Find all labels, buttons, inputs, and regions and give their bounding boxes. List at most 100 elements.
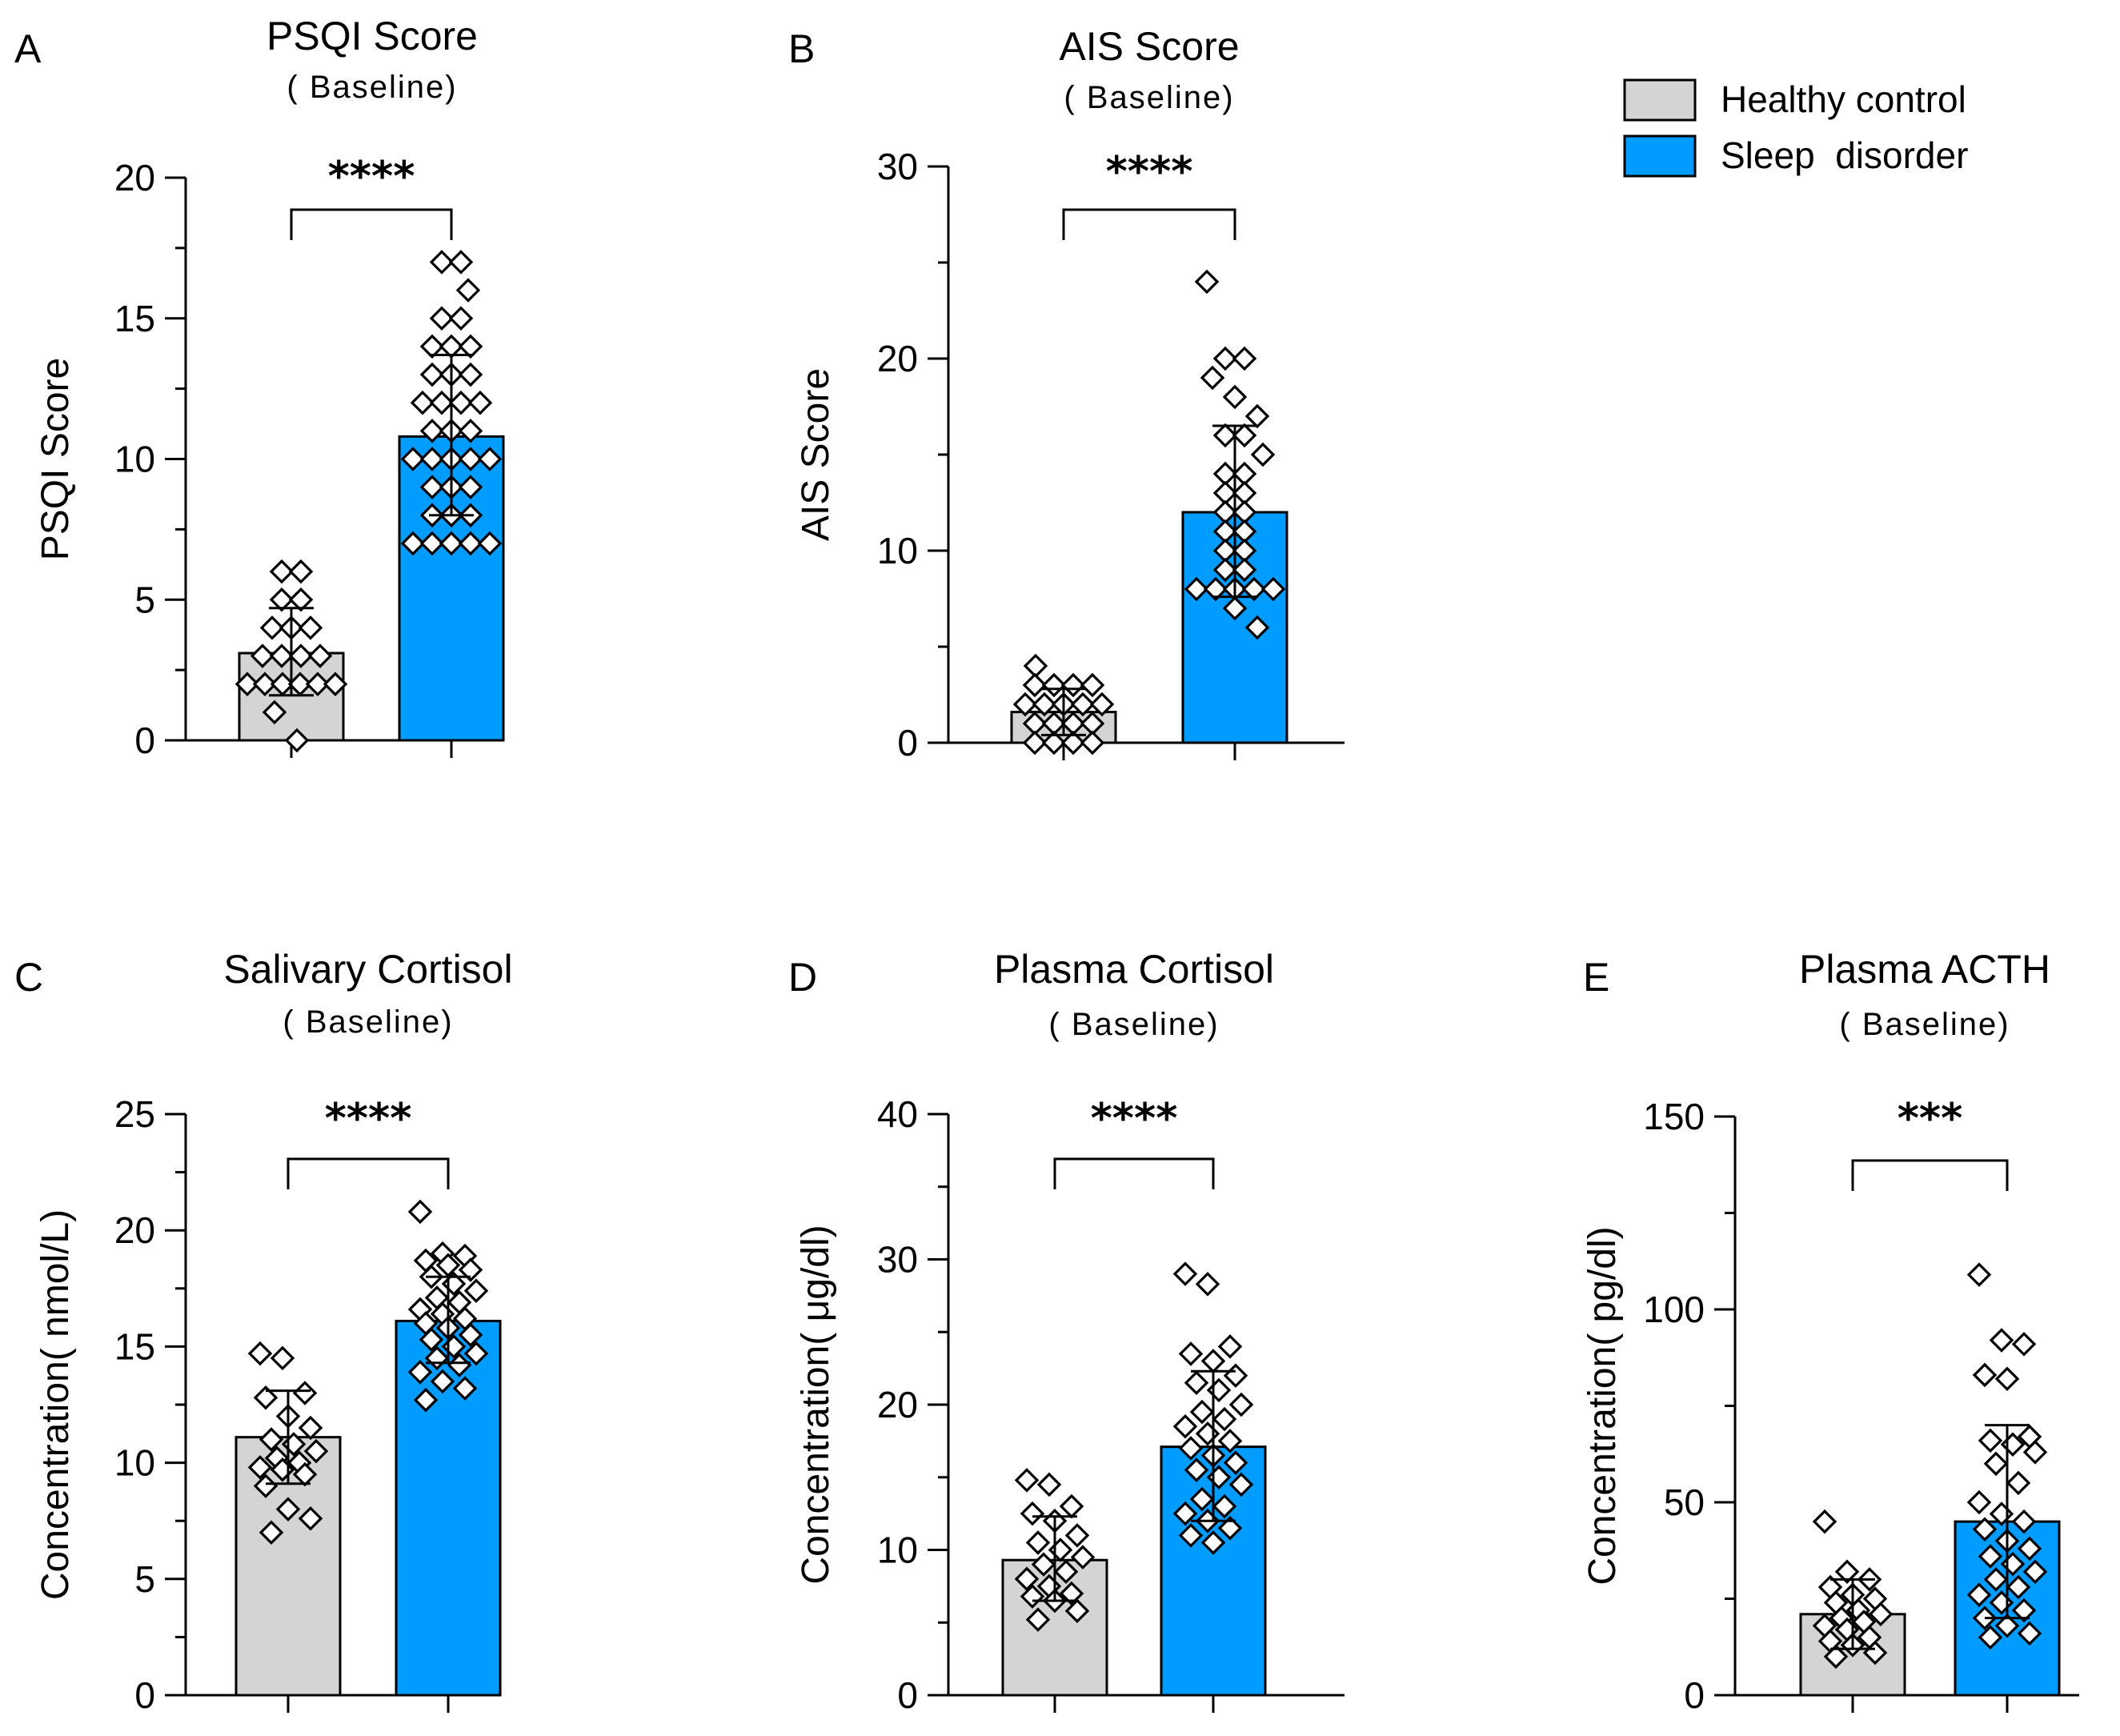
- data-point: [1178, 1523, 1204, 1548]
- data-point: [435, 1253, 461, 1278]
- data-point: [2006, 1470, 2031, 1496]
- y-axis-label: AIS Score: [795, 368, 837, 541]
- legend-label-sleep-disorder: Sleep disorder: [1721, 134, 1968, 176]
- data-point: [1060, 672, 1086, 698]
- data-point: [1983, 1451, 2009, 1477]
- data-point: [1232, 423, 1257, 448]
- data-point: [2017, 1621, 2042, 1646]
- y-tick-label: 10: [114, 1442, 155, 1484]
- data-point: [1041, 672, 1067, 698]
- data-point: [400, 531, 426, 556]
- data-point: [258, 1520, 284, 1545]
- data-point: [1983, 1567, 2009, 1592]
- data-point: [1212, 557, 1238, 583]
- data-point: [477, 447, 503, 471]
- data-point: [1217, 1334, 1243, 1359]
- data-point: [455, 278, 481, 303]
- data-point: [1228, 1472, 1254, 1497]
- chart-panel-e: E Plasma ACTH ( Baseline) Concentration( pg…: [1581, 947, 2079, 1716]
- data-point: [298, 1506, 323, 1531]
- chart-title: PSQI Score: [267, 14, 478, 58]
- data-point: [1200, 1530, 1226, 1555]
- significance-bracket: [1851, 1159, 2009, 1191]
- data-point: [1978, 1544, 2003, 1569]
- significance-bracket: [1053, 1157, 1215, 1189]
- y-tick-label: 20: [114, 157, 155, 198]
- data-point: [458, 362, 483, 387]
- data-point: [463, 1341, 489, 1366]
- data-point: [419, 447, 445, 471]
- data-point: [1184, 1457, 1209, 1482]
- data-point: [419, 1327, 444, 1352]
- data-point: [2011, 1509, 2037, 1534]
- data-point: [1048, 1538, 1073, 1562]
- data-point: [1966, 1582, 1992, 1607]
- data-point: [1966, 1262, 1992, 1287]
- data-point: [1014, 1566, 1040, 1592]
- data-point: [448, 250, 474, 275]
- chart-panel-b: B AIS Score ( Baseline) AIS Score 0 10 20 30 ***…: [788, 24, 1345, 764]
- data-point: [1195, 1272, 1220, 1297]
- data-point: [288, 587, 314, 612]
- data-point: [292, 1381, 318, 1405]
- data-point: [458, 334, 483, 359]
- data-point: [1222, 595, 1248, 621]
- data-point: [410, 390, 435, 415]
- y-tick-label: 10: [877, 1530, 918, 1571]
- data-point: [1223, 1450, 1248, 1475]
- chart-title: Plasma Cortisol: [994, 947, 1274, 992]
- data-point: [419, 531, 445, 556]
- data-point: [1241, 576, 1267, 602]
- data-point: [1178, 1341, 1204, 1366]
- chart-panel-d: D Plasma Cortisol ( Baseline) Concentration…: [788, 947, 1345, 1716]
- data-point: [269, 559, 295, 584]
- y-tick-label: 5: [134, 579, 155, 620]
- data-point: [458, 1322, 483, 1348]
- data-point: [1023, 653, 1048, 679]
- data-point: [1812, 1509, 1837, 1534]
- data-point: [1041, 730, 1067, 756]
- data-point: [288, 643, 314, 668]
- data-point: [298, 615, 323, 640]
- data-point: [1994, 1613, 2020, 1638]
- data-point: [270, 1345, 295, 1371]
- data-point: [1212, 346, 1238, 371]
- data-point: [1064, 1523, 1090, 1548]
- y-tick-label: 50: [1664, 1481, 1705, 1523]
- significance-bracket: [287, 1157, 450, 1189]
- data-point: [477, 531, 503, 556]
- data-point: [2011, 1332, 2037, 1357]
- data-point: [1217, 1516, 1243, 1541]
- data-point: [1228, 1392, 1254, 1417]
- data-point: [1250, 442, 1276, 467]
- data-point: [458, 447, 483, 471]
- y-axis-label: PSQI Score: [34, 358, 77, 560]
- data-point: [247, 1341, 273, 1366]
- data-point: [305, 672, 331, 696]
- panel-letter: E: [1583, 955, 1609, 1000]
- data-point: [2011, 1598, 2037, 1623]
- y-tick-label: 5: [134, 1558, 155, 1600]
- data-point: [1036, 1472, 1062, 1497]
- chart-subtitle: ( Baseline): [283, 1004, 453, 1040]
- data-point: [258, 1427, 284, 1452]
- data-point: [2006, 1574, 2031, 1600]
- y-tick-label: 100: [1643, 1289, 1705, 1330]
- y-tick-label: 150: [1643, 1096, 1705, 1137]
- significance-label: ****: [325, 1095, 412, 1143]
- significance-label: ****: [328, 153, 415, 201]
- chart-panel-a: A PSQI Score ( Baseline) PSQI Score 0 5 10 15 20…: [14, 14, 505, 761]
- data-point: [467, 390, 493, 415]
- data-point: [458, 1257, 483, 1282]
- data-point: [250, 643, 275, 668]
- data-point: [1217, 1429, 1243, 1453]
- data-point: [2022, 1559, 2048, 1585]
- y-tick-label: 20: [877, 1384, 918, 1425]
- data-point: [1868, 1602, 1894, 1627]
- data-point: [1178, 1436, 1204, 1461]
- data-point: [1020, 1501, 1045, 1526]
- data-point: [1014, 1468, 1040, 1493]
- data-point: [1232, 557, 1257, 583]
- data-point: [259, 615, 285, 640]
